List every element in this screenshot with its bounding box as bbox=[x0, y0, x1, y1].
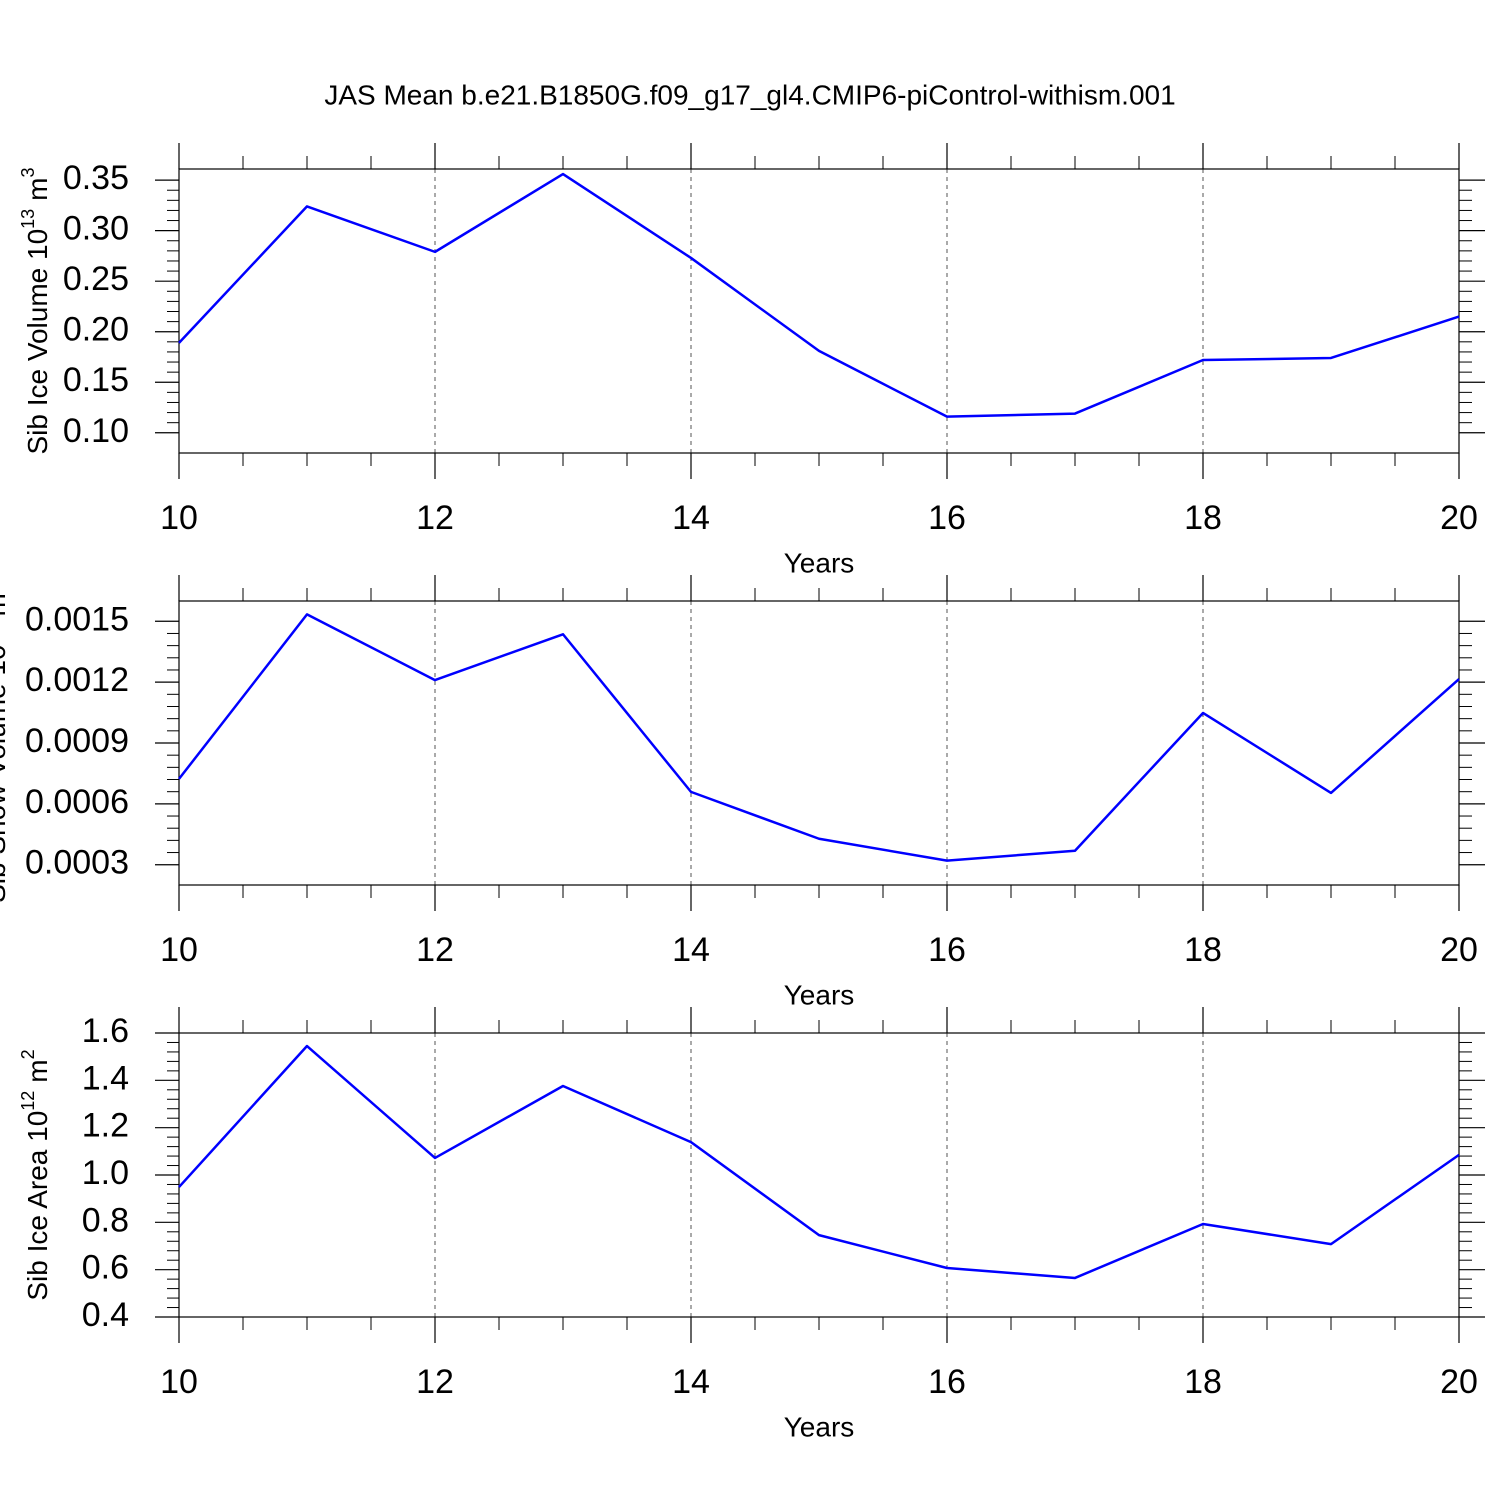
x-tick-label: 20 bbox=[1440, 931, 1478, 969]
plot-frame bbox=[178, 600, 1460, 886]
x-tick-label: 14 bbox=[672, 1363, 710, 1401]
y-tick-label: 1.2 bbox=[82, 1107, 129, 1145]
y-axis-title-text: Sib Ice Area 10 bbox=[22, 1111, 53, 1301]
y-axis-title: Sib Snow Volume 1013m3 bbox=[0, 583, 11, 903]
y-tick-label: 0.0015 bbox=[25, 600, 129, 638]
plot-frame bbox=[178, 168, 1460, 454]
y-tick-label: 0.15 bbox=[63, 361, 129, 399]
y-axis-title-unit: m bbox=[22, 177, 53, 200]
y-axis-title-unit: m bbox=[0, 593, 11, 616]
x-tick-label: 20 bbox=[1440, 1363, 1478, 1401]
data-line bbox=[178, 172, 1460, 418]
x-axis-title: Years bbox=[784, 1411, 855, 1442]
y-axis-title-exp: 12 bbox=[18, 1091, 38, 1111]
x-tick-label: 14 bbox=[672, 499, 710, 537]
y-tick-label: 0.8 bbox=[82, 1201, 129, 1239]
y-axis-title-unit-exp: 3 bbox=[18, 167, 38, 177]
y-tick-label: 0.35 bbox=[63, 159, 129, 197]
y-tick-label: 0.4 bbox=[82, 1296, 129, 1334]
figure-title: JAS Mean b.e21.B1850G.f09_g17_gl4.CMIP6-… bbox=[324, 79, 1175, 110]
x-tick-label: 18 bbox=[1184, 931, 1222, 969]
x-tick-label: 12 bbox=[416, 1363, 454, 1401]
y-tick-label: 1.4 bbox=[82, 1059, 129, 1097]
y-tick-label: 0.20 bbox=[63, 311, 129, 349]
x-tick-label: 16 bbox=[928, 931, 966, 969]
y-tick-label: 0.25 bbox=[63, 260, 129, 298]
y-axis-title: Sib Ice Volume 1013 m3 bbox=[18, 167, 54, 454]
y-axis-title-text: Sib Ice Volume 10 bbox=[22, 229, 53, 455]
y-axis-title-unit: m bbox=[22, 1059, 53, 1082]
y-tick-label: 0.0003 bbox=[25, 844, 129, 882]
y-tick-label: 0.10 bbox=[63, 412, 129, 450]
y-tick-label: 0.30 bbox=[63, 210, 129, 248]
y-tick-label: 1.6 bbox=[82, 1012, 129, 1050]
x-tick-label: 12 bbox=[416, 931, 454, 969]
y-tick-label: 0.0009 bbox=[25, 722, 129, 760]
plot-frame bbox=[178, 1032, 1460, 1318]
x-tick-label: 10 bbox=[160, 931, 198, 969]
x-tick-label: 16 bbox=[928, 499, 966, 537]
x-tick-label: 12 bbox=[416, 499, 454, 537]
x-axis-title: Years bbox=[784, 979, 855, 1010]
x-tick-label: 14 bbox=[672, 931, 710, 969]
x-tick-label: 10 bbox=[160, 499, 198, 537]
y-tick-label: 0.0006 bbox=[25, 783, 129, 821]
data-line bbox=[178, 1044, 1460, 1280]
x-tick-label: 20 bbox=[1440, 499, 1478, 537]
data-line bbox=[178, 613, 1460, 862]
x-tick-label: 16 bbox=[928, 1363, 966, 1401]
x-tick-label: 18 bbox=[1184, 1363, 1222, 1401]
y-axis-title-unit-exp: 2 bbox=[18, 1049, 38, 1059]
y-tick-label: 0.6 bbox=[82, 1249, 129, 1287]
x-axis-title: Years bbox=[784, 547, 855, 578]
y-tick-label: 1.0 bbox=[82, 1154, 129, 1192]
x-tick-label: 18 bbox=[1184, 499, 1222, 537]
y-tick-label: 0.0012 bbox=[25, 661, 129, 699]
y-axis-title: Sib Ice Area 1012 m2 bbox=[18, 1049, 54, 1300]
y-axis-title-exp: 13 bbox=[18, 209, 38, 229]
x-tick-label: 10 bbox=[160, 1363, 198, 1401]
y-axis-title-text: Sib Snow Volume 10 bbox=[0, 644, 11, 902]
